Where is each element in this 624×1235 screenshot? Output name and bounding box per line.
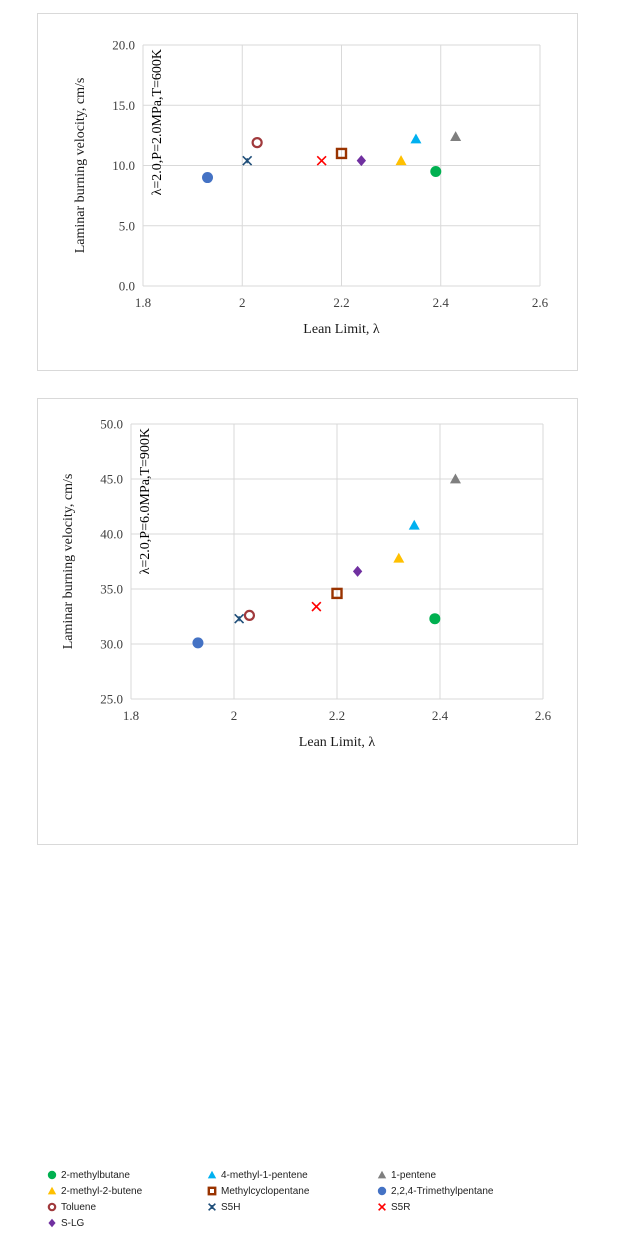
- point-s5h: [242, 155, 253, 166]
- legend-label: S5H: [221, 1201, 241, 1213]
- legend-marker-icon: [377, 1170, 387, 1179]
- legend-marker: [208, 1203, 216, 1211]
- y-axis-label: Laminar burning velocity, cm/s: [61, 474, 76, 650]
- legend-marker: [377, 1186, 387, 1196]
- point-s-lg: [356, 155, 367, 167]
- x-axis-label: Lean Limit, λ: [303, 322, 380, 337]
- point-2-2-4-trimethylpentane: [192, 637, 204, 649]
- x-tick-label: 2.4: [433, 295, 450, 310]
- legend-label: 4-methyl-1-pentene: [221, 1169, 308, 1181]
- legend-item: 2-methyl-2-butene: [46, 1185, 142, 1197]
- point-4-methyl-1-pentene: [408, 519, 420, 530]
- data-points: [192, 473, 461, 649]
- x-tick-label: 2: [231, 708, 238, 723]
- gridlines: [130, 423, 544, 700]
- legend-item: 2-methylbutane: [46, 1169, 130, 1181]
- legend-marker: [47, 1186, 57, 1195]
- legend-label: Methylcyclopentane: [221, 1185, 310, 1197]
- y-tick-label: 10.0: [112, 158, 135, 173]
- y-tick-label: 5.0: [119, 218, 135, 233]
- point-s5r: [311, 601, 322, 612]
- legend-marker: [48, 1218, 56, 1228]
- legend-marker-icon: [377, 1186, 387, 1196]
- legend-marker-icon: [47, 1186, 57, 1195]
- chart-panel-600k: 1.8 2 2.2 2.4 2.6 0.0 5.0 10.0 15.0 20.0 Lean Limi…: [37, 13, 578, 371]
- point-4-methyl-1-pentene: [410, 133, 422, 144]
- x-tick-label: 2.6: [532, 295, 549, 310]
- legend-item: 1-pentene: [376, 1169, 436, 1181]
- legend-marker: [47, 1202, 57, 1212]
- legend-marker-icon: [47, 1202, 57, 1212]
- legend-marker: [207, 1186, 217, 1196]
- point-2-methyl-2-butene: [395, 155, 407, 166]
- point-2-methylbutane: [429, 613, 441, 625]
- legend-item: 4-methyl-1-pentene: [206, 1169, 308, 1181]
- x-tick-label: 1.8: [123, 708, 139, 723]
- legend-marker: [377, 1170, 387, 1179]
- point-s5r: [316, 155, 327, 166]
- point-methylcyclopentane: [335, 147, 348, 160]
- y-tick-label: 40.0: [100, 527, 123, 542]
- legend-marker-icon: [47, 1170, 57, 1180]
- y-tick-label: 45.0: [100, 472, 123, 487]
- legend-label: 2,2,4-Trimethylpentane: [391, 1185, 494, 1197]
- y-tick-label: 20.0: [112, 38, 135, 53]
- gridlines: [142, 44, 541, 287]
- legend-item: 2,2,4-Trimethylpentane: [376, 1185, 493, 1197]
- point-s5h: [234, 613, 245, 624]
- chart-panel-900k: 1.8 2 2.2 2.4 2.6 25.0 30.0 35.0 40.0 45.0 50.0 Lea…: [37, 398, 578, 1229]
- legend-marker-icon: [208, 1203, 216, 1211]
- legend-item: Toluene: [46, 1201, 96, 1213]
- legend-marker: [378, 1203, 386, 1211]
- point-1-pentene: [450, 131, 462, 141]
- legend-marker-icon: [207, 1186, 217, 1196]
- legend-label: S5R: [391, 1201, 411, 1213]
- legend-marker-icon: [48, 1218, 56, 1228]
- legend-label: Toluene: [61, 1201, 97, 1213]
- legend-item: S-LG: [46, 1217, 84, 1229]
- x-tick-label: 2.2: [333, 295, 349, 310]
- y-tick-label: 30.0: [100, 637, 123, 652]
- legend-item: S5H: [206, 1201, 240, 1213]
- legend-item: S5R: [376, 1201, 410, 1213]
- y-tick-label: 35.0: [100, 582, 123, 597]
- legend-item: Methylcyclopentane: [206, 1185, 309, 1197]
- legend-marker: [47, 1170, 57, 1180]
- legend-label: 1-pentene: [391, 1169, 437, 1181]
- point-methylcyclopentane: [331, 587, 343, 600]
- y-axis-label: Laminar burning velocity, cm/s: [73, 78, 88, 254]
- condition-annotation: λ=2.0,P=6.0MPa,T=900K: [138, 428, 153, 574]
- y-tick-label: 50.0: [100, 417, 123, 432]
- scatter-chart-600k: 1.8 2 2.2 2.4 2.6 0.0 5.0 10.0 15.0 20.0 Lean Limi…: [73, 38, 549, 338]
- x-tick-label: 1.8: [135, 295, 151, 310]
- x-tick-label: 2.4: [432, 708, 449, 723]
- point-toluene: [243, 609, 256, 621]
- legend-label: 2-methyl-2-butene: [61, 1185, 143, 1197]
- legend-marker: [207, 1170, 217, 1179]
- y-tick-label: 15.0: [112, 98, 135, 113]
- chart-legend: 2-methylbutane 4-methyl-1-pentene 1-penten…: [47, 1169, 608, 1235]
- point-2-2-4-trimethylpentane: [202, 172, 214, 184]
- condition-annotation: λ=2.0,P=2.0MPa,T=600K: [150, 49, 165, 195]
- legend-label: 2-methylbutane: [61, 1169, 130, 1181]
- point-2-methyl-2-butene: [393, 552, 405, 563]
- x-tick-label: 2.2: [329, 708, 345, 723]
- point-1-pentene: [449, 473, 461, 484]
- legend-label: S-LG: [61, 1217, 85, 1229]
- y-tick-label: 0.0: [119, 279, 135, 294]
- legend-marker-icon: [207, 1170, 217, 1179]
- data-points: [202, 131, 462, 184]
- point-toluene: [251, 137, 263, 149]
- scatter-chart-900k: 1.8 2 2.2 2.4 2.6 25.0 30.0 35.0 40.0 45.0 50.0 Lea…: [61, 417, 552, 751]
- x-tick-label: 2: [239, 295, 246, 310]
- x-axis-label: Lean Limit, λ: [299, 735, 376, 750]
- y-tick-label: 25.0: [100, 692, 123, 707]
- legend-marker-icon: [378, 1203, 386, 1211]
- point-2-methylbutane: [430, 166, 442, 178]
- point-s-lg: [352, 565, 363, 577]
- x-tick-label: 2.6: [535, 708, 552, 723]
